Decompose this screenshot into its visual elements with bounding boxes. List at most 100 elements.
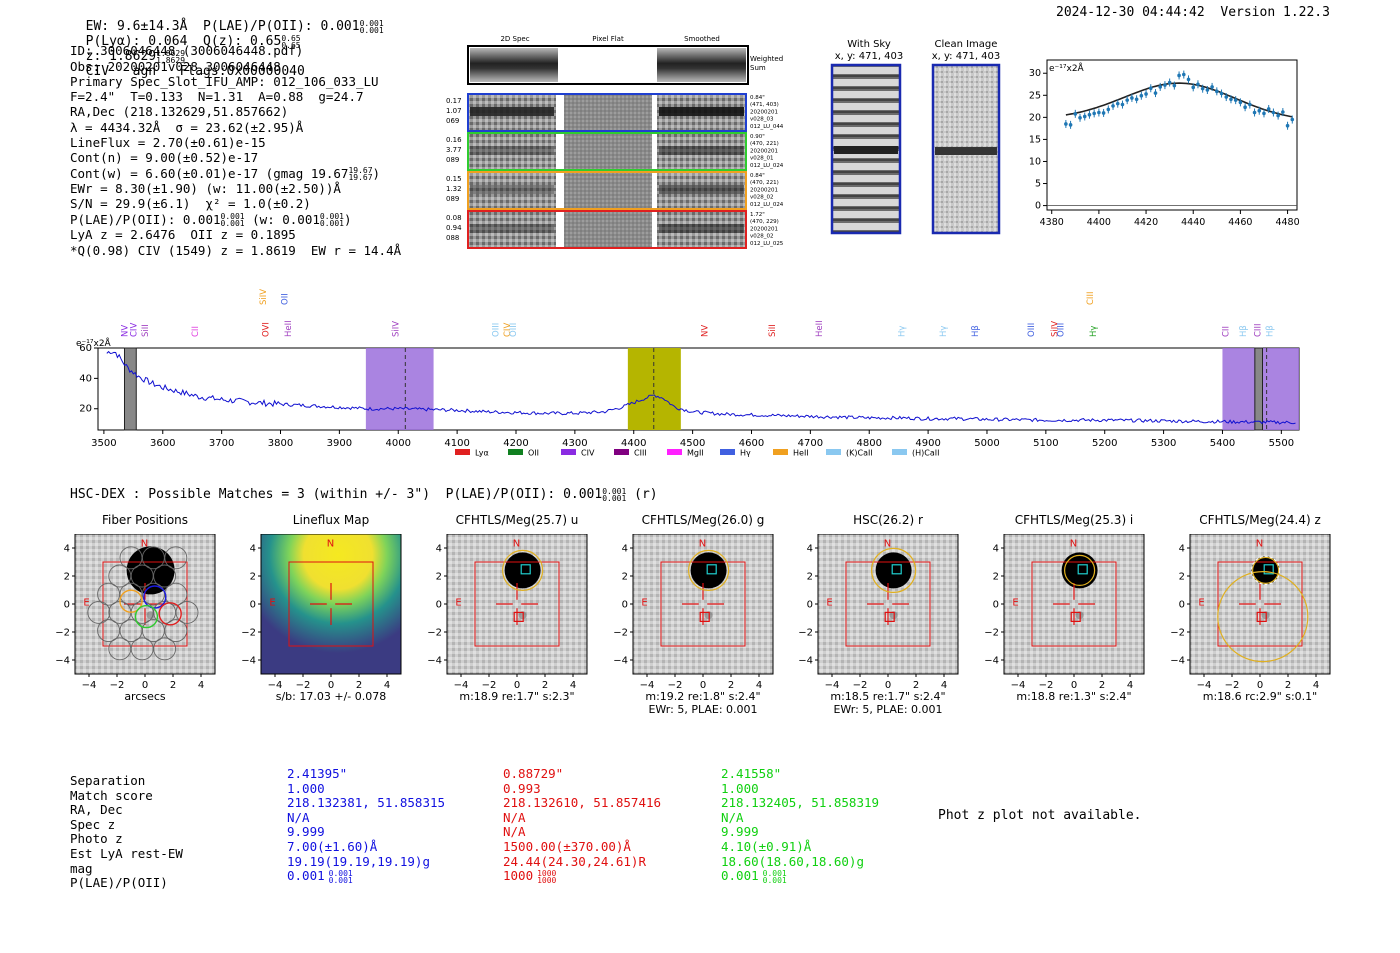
- zoom-point: [1163, 83, 1167, 87]
- aperture-box: [474, 561, 560, 647]
- spec-line-label: CIV: [129, 323, 139, 337]
- zoom-point: [1266, 107, 1271, 111]
- spec-xtick: 4700: [798, 438, 823, 449]
- zoom-point: [1186, 77, 1191, 82]
- legend-swatch: [720, 449, 735, 455]
- compass-east: E: [455, 597, 461, 608]
- legend-swatch: [892, 449, 907, 455]
- zoom-fit-line: [1065, 82, 1293, 118]
- spec-xtick: 4100: [444, 438, 469, 449]
- zoom-point: [1252, 110, 1257, 115]
- cutout-ytick: 4: [993, 544, 999, 555]
- fiber-row-left: 0.15: [446, 175, 462, 183]
- zoom-xtick: 4400: [1087, 217, 1111, 228]
- cutout-ytick: −4: [1170, 656, 1185, 667]
- cutout-xtick: 4: [384, 680, 390, 691]
- spec-xtick: 4300: [562, 438, 587, 449]
- match-value: 1500.00(±370.00)Å: [503, 838, 631, 854]
- zoom-point: [1196, 82, 1200, 87]
- cutout-ytick: −4: [427, 656, 442, 667]
- catalog-ellipse: [1063, 554, 1096, 587]
- cutout-xtick: 0: [328, 680, 334, 691]
- zoom-point: [1130, 96, 1134, 100]
- match-col-1: 2.41395" 1.000 218.132381, 51.858315 N/A 9.9…: [287, 766, 445, 884]
- cutout-title: CFHTLS/Meg(25.7) u: [455, 513, 579, 527]
- ew-frac: 0.001 0.001: [359, 18, 384, 35]
- spec-line-label: SiIV: [1051, 321, 1061, 337]
- zoom-point: [1238, 100, 1243, 105]
- spec-line-label: Hγ: [898, 326, 908, 337]
- spec-xtick: 4400: [621, 438, 646, 449]
- spec-line-label: OIII: [1057, 323, 1067, 337]
- hsc-dex-summary: HSC-DEX : Possible Matches = 3 (within +…: [70, 486, 658, 503]
- zoom-xtick: 4460: [1228, 217, 1252, 228]
- spec-xtick: 5000: [974, 438, 999, 449]
- match-value: 24.44(24.30,24.61)R: [503, 853, 646, 869]
- svg-text:x, y: 471, 403: x, y: 471, 403: [835, 51, 904, 62]
- catalog-match-box: [1263, 564, 1274, 575]
- spec-region-line: [627, 348, 681, 430]
- with-sky-title: With Sky: [847, 39, 891, 50]
- fiber-row-left: 3.77: [446, 146, 462, 154]
- fiber-row-left: 0.94: [446, 224, 462, 232]
- spec-xtick: 5500: [1269, 438, 1294, 449]
- fiber-row-right: 012_LU_024: [750, 202, 784, 208]
- zoom-point: [1101, 111, 1106, 115]
- bright-source: [504, 552, 541, 589]
- compass-north: N: [884, 539, 891, 550]
- fiber-red: [158, 602, 182, 626]
- compass-north: N: [141, 539, 148, 550]
- fiber-row-right: v028_02: [750, 234, 774, 240]
- cutout-ytick: −4: [984, 656, 999, 667]
- fiber-row-right: (470, 229): [750, 219, 779, 225]
- cutout-ytick: 0: [993, 600, 999, 611]
- cutout-ytick: −4: [241, 656, 256, 667]
- spec-line-label: Hβ: [1239, 325, 1249, 337]
- match-value: N/A: [287, 809, 310, 825]
- cutout-ytick: 2: [436, 572, 442, 583]
- match-value: N/A: [503, 809, 526, 825]
- cutout-xtick: −2: [296, 680, 311, 691]
- cutout-image: E N 4 2 0 −2 −4 −4 −2 0 2 4: [1170, 534, 1331, 691]
- spec-line-label: HeII: [284, 320, 294, 337]
- fiber-row-right: v028_02: [750, 195, 774, 201]
- spec-line-label: SiII: [141, 324, 151, 337]
- spec-line-label: SiIV: [259, 289, 269, 305]
- catalog-ellipse: [687, 549, 730, 592]
- cutout-xtick: 4: [941, 680, 947, 691]
- cutout-ytick: 2: [622, 572, 628, 583]
- spec-region-civ: [365, 348, 434, 430]
- cutout-ytick: −4: [798, 656, 813, 667]
- compass-east: E: [83, 597, 89, 608]
- zoom-point: [1125, 98, 1129, 102]
- compass-north: N: [1256, 539, 1263, 550]
- catalog-match-box: [520, 564, 531, 575]
- fiber-row-right: 20200201: [750, 187, 778, 193]
- cutout-title: Fiber Positions: [101, 513, 189, 527]
- counterpart-box: [1070, 611, 1081, 623]
- fiber-row-left: 089: [446, 195, 459, 203]
- fiber-row-left: 0.08: [446, 214, 462, 222]
- spec-line-label: CIII: [1086, 292, 1096, 305]
- fiber-circle: [153, 564, 177, 588]
- fiber-row-frame: [467, 171, 747, 210]
- zoom-point: [1200, 86, 1205, 91]
- legend-label: MgII: [687, 449, 704, 458]
- match-value: 9.999: [721, 824, 759, 840]
- spec-xtick: 3600: [150, 438, 175, 449]
- catalog-match-box: [1077, 564, 1088, 575]
- zoom-point: [1148, 86, 1153, 91]
- legend-swatch: [773, 449, 788, 455]
- legend-label: CIII: [634, 449, 647, 458]
- aperture-box: [1031, 561, 1117, 647]
- spec-line-label: Hγ: [1089, 326, 1099, 337]
- counterpart-box: [1256, 611, 1267, 623]
- zoom-point: [1233, 98, 1238, 102]
- zoom-point: [1073, 112, 1078, 116]
- zoom-point: [1243, 105, 1247, 110]
- spec-line-label: Hβ: [971, 325, 981, 337]
- cutout-ytick: 0: [436, 600, 442, 611]
- spec-ytick: 40: [79, 373, 92, 384]
- legend-label: Hγ: [740, 449, 751, 458]
- cutout-xtick: 2: [542, 680, 548, 691]
